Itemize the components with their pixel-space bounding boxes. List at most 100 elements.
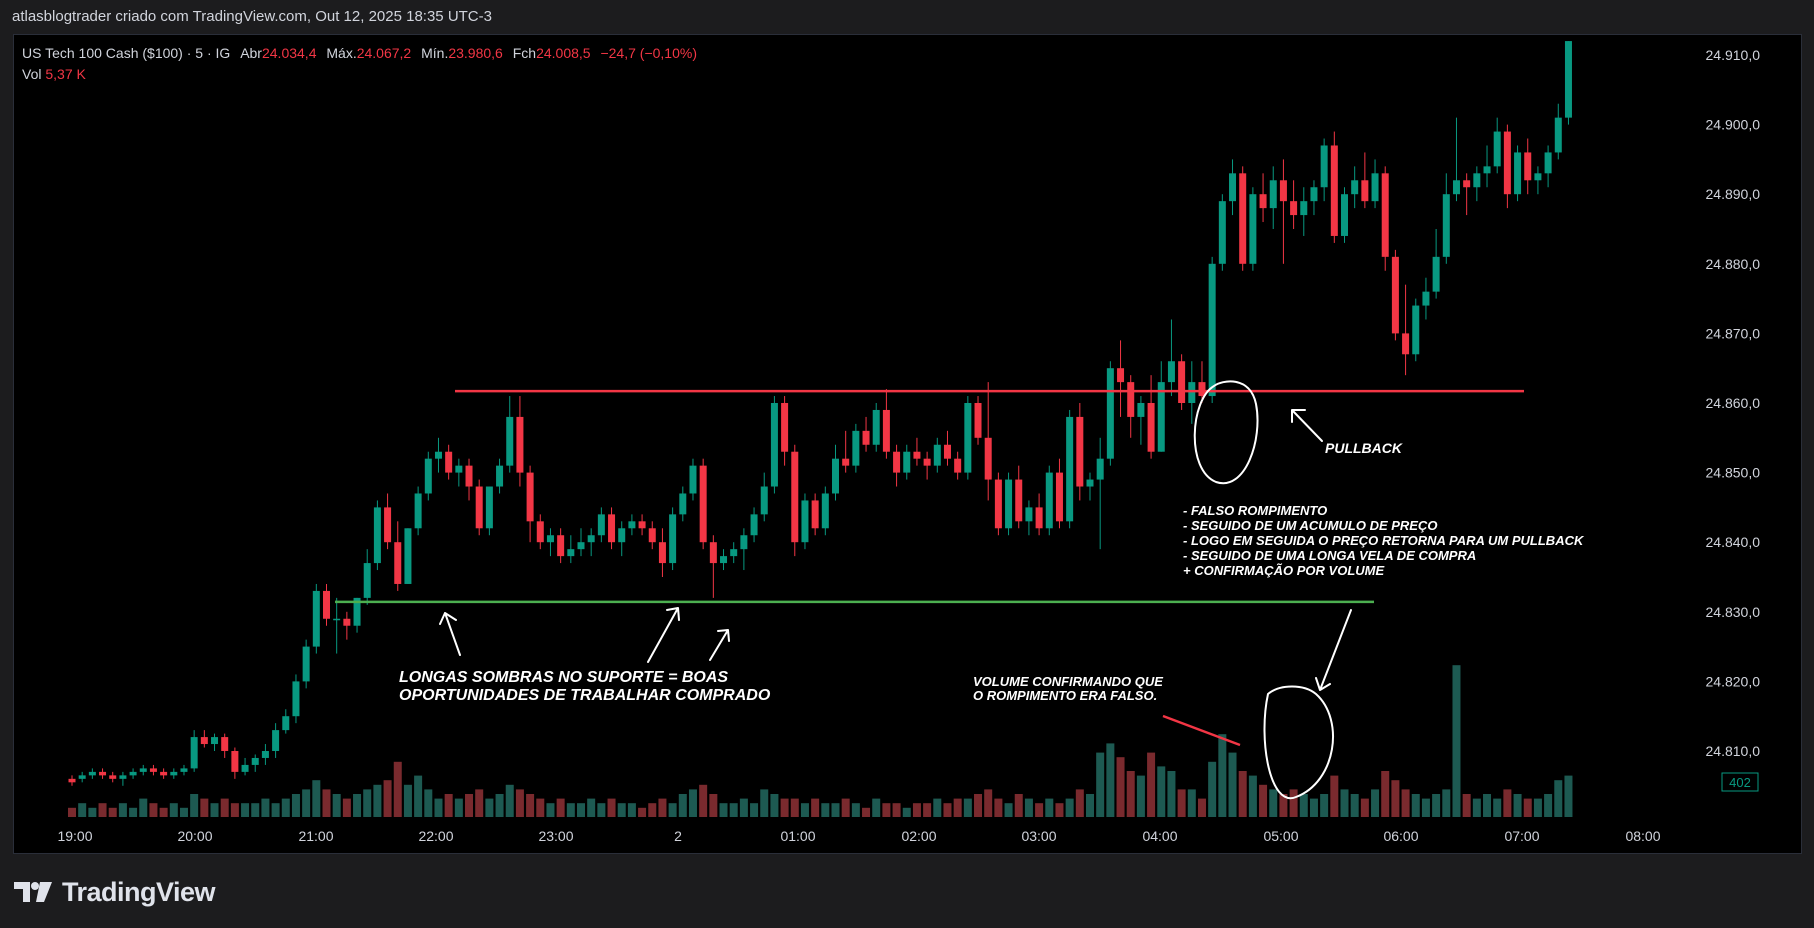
- candle-body[interactable]: [1208, 263, 1216, 397]
- candle-body[interactable]: [1035, 507, 1043, 529]
- chart-panel[interactable]: [13, 34, 1802, 854]
- candle-body[interactable]: [994, 479, 1002, 529]
- candle-body[interactable]: [1452, 180, 1460, 195]
- candle-body[interactable]: [1412, 305, 1420, 355]
- candle-body[interactable]: [1524, 152, 1532, 181]
- candle-body[interactable]: [658, 542, 666, 564]
- candle-body[interactable]: [709, 542, 717, 564]
- candle-body[interactable]: [384, 507, 392, 543]
- candle-body[interactable]: [699, 465, 707, 543]
- candle-body[interactable]: [577, 542, 585, 550]
- candle-body[interactable]: [496, 465, 504, 487]
- candle-body[interactable]: [88, 771, 96, 776]
- candle-body[interactable]: [261, 751, 269, 758]
- candle-body[interactable]: [1483, 166, 1491, 174]
- candle-body[interactable]: [1045, 472, 1053, 529]
- candle-body[interactable]: [1544, 152, 1552, 174]
- tradingview-logo[interactable]: TradingView: [14, 876, 216, 908]
- candle-body[interactable]: [1055, 472, 1063, 522]
- candle-body[interactable]: [964, 403, 972, 473]
- volume-label[interactable]: Vol: [22, 66, 42, 82]
- candle-body[interactable]: [129, 771, 137, 776]
- candle-body[interactable]: [231, 751, 239, 772]
- candle-body[interactable]: [1167, 361, 1175, 383]
- candle-body[interactable]: [1127, 382, 1135, 417]
- candle-body[interactable]: [821, 493, 829, 529]
- candle-body[interactable]: [343, 618, 351, 626]
- candle-body[interactable]: [1015, 479, 1023, 522]
- candle-body[interactable]: [1402, 333, 1410, 355]
- candle-body[interactable]: [913, 451, 921, 459]
- candle-body[interactable]: [893, 451, 901, 473]
- candle-body[interactable]: [852, 430, 860, 466]
- symbol-name[interactable]: US Tech 100 Cash ($100) · 5 · IG: [22, 45, 231, 61]
- candle-body[interactable]: [1137, 403, 1145, 417]
- candle-body[interactable]: [323, 590, 330, 619]
- candle-body[interactable]: [312, 590, 320, 647]
- candle-body[interactable]: [1290, 201, 1298, 216]
- candle-body[interactable]: [394, 542, 402, 584]
- candle-body[interactable]: [862, 430, 870, 445]
- candle-body[interactable]: [1564, 41, 1572, 118]
- candle-body[interactable]: [1442, 194, 1450, 257]
- candle-body[interactable]: [689, 465, 697, 494]
- candle-body[interactable]: [200, 737, 208, 745]
- candle-body[interactable]: [180, 768, 188, 772]
- candle-body[interactable]: [669, 514, 677, 564]
- candle-body[interactable]: [465, 465, 473, 487]
- candle-body[interactable]: [302, 646, 310, 682]
- candle-body[interactable]: [475, 486, 483, 529]
- candle-body[interactable]: [1239, 173, 1247, 264]
- candle-body[interactable]: [984, 437, 992, 480]
- candle-body[interactable]: [455, 465, 463, 473]
- candle-body[interactable]: [1534, 173, 1542, 181]
- candle-body[interactable]: [1025, 507, 1033, 522]
- candle-body[interactable]: [587, 535, 595, 543]
- candle-body[interactable]: [1463, 180, 1471, 188]
- candle-body[interactable]: [1157, 382, 1165, 452]
- candle-body[interactable]: [546, 535, 554, 543]
- candle-body[interactable]: [791, 451, 799, 543]
- candle-body[interactable]: [363, 563, 371, 598]
- candle-body[interactable]: [149, 768, 157, 772]
- candle-body[interactable]: [445, 451, 453, 473]
- candle-body[interactable]: [781, 403, 789, 452]
- candle-body[interactable]: [1320, 145, 1328, 188]
- candle-body[interactable]: [638, 521, 646, 529]
- candle-body[interactable]: [567, 549, 575, 557]
- candle-body[interactable]: [99, 771, 107, 776]
- candle-body[interactable]: [1259, 194, 1267, 209]
- candle-body[interactable]: [1330, 145, 1338, 236]
- candle-body[interactable]: [628, 521, 636, 529]
- candle-body[interactable]: [1218, 201, 1226, 264]
- candle-body[interactable]: [1147, 403, 1155, 452]
- candle-body[interactable]: [414, 493, 422, 529]
- candle-body[interactable]: [608, 514, 616, 543]
- candle-body[interactable]: [109, 775, 117, 779]
- candle-body[interactable]: [760, 486, 768, 515]
- candle-body[interactable]: [1361, 180, 1369, 202]
- candle-body[interactable]: [1178, 361, 1186, 403]
- candle-body[interactable]: [903, 451, 911, 473]
- candle-body[interactable]: [516, 416, 524, 473]
- candle-body[interactable]: [424, 458, 432, 494]
- candle-body[interactable]: [923, 458, 931, 466]
- candle-body[interactable]: [404, 528, 412, 584]
- candle-body[interactable]: [1188, 382, 1196, 403]
- candle-body[interactable]: [974, 403, 982, 438]
- candle-body[interactable]: [801, 500, 809, 543]
- candle-body[interactable]: [1005, 479, 1013, 529]
- candle-body[interactable]: [241, 764, 249, 772]
- candle-body[interactable]: [139, 768, 147, 772]
- candle-body[interactable]: [882, 409, 890, 452]
- candle-body[interactable]: [750, 514, 758, 536]
- candle-body[interactable]: [1310, 187, 1318, 202]
- candle-body[interactable]: [1229, 173, 1237, 202]
- candle-body[interactable]: [557, 535, 565, 557]
- candle-body[interactable]: [1086, 479, 1094, 487]
- candle-body[interactable]: [1432, 256, 1440, 292]
- candle-body[interactable]: [282, 716, 290, 731]
- candle-body[interactable]: [160, 771, 168, 776]
- candle-body[interactable]: [170, 771, 178, 776]
